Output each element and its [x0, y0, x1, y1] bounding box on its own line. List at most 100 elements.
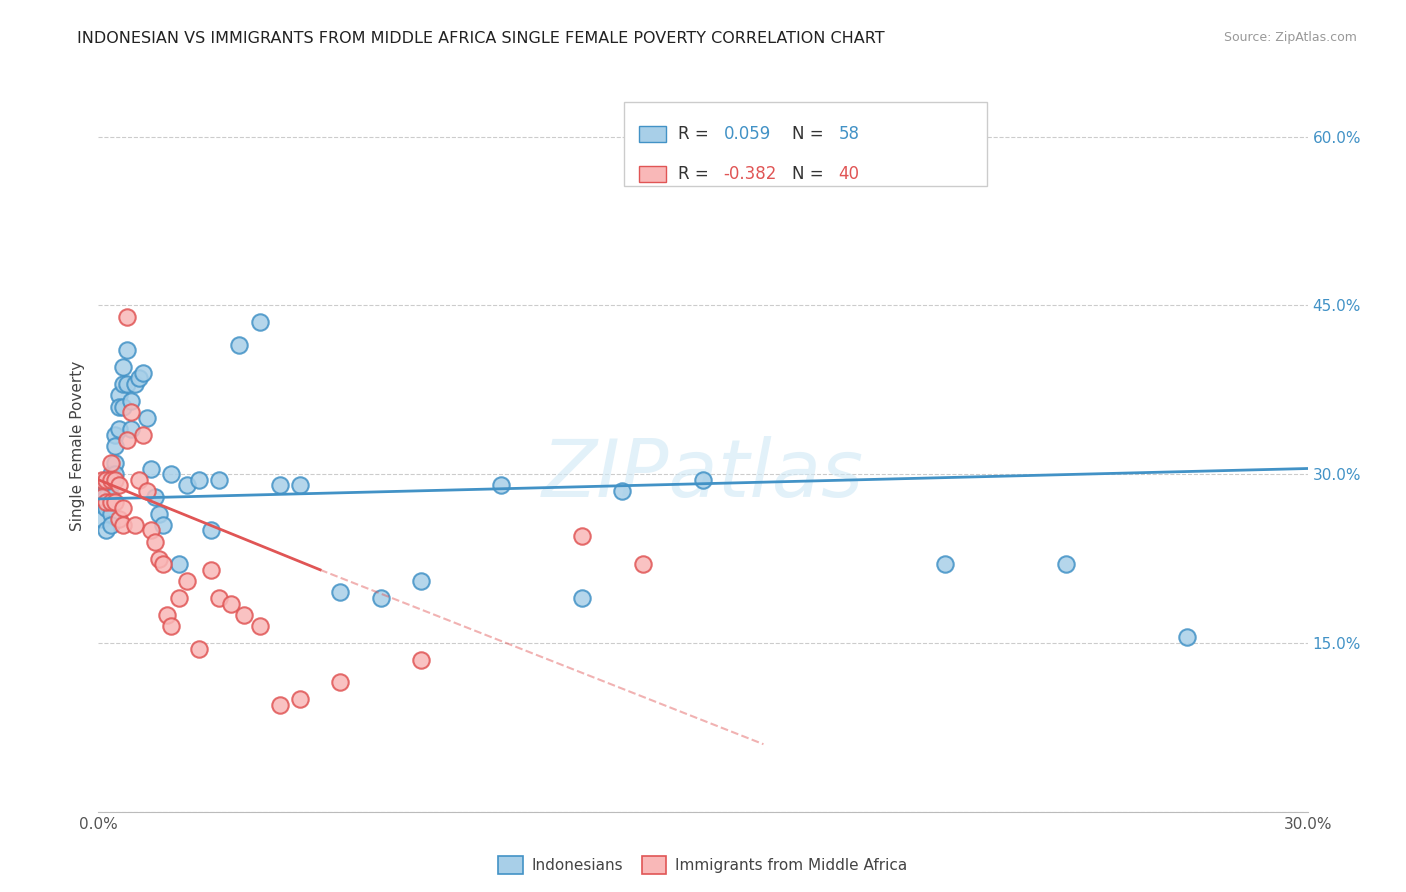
- Point: [208, 473, 231, 487]
- Point: [167, 591, 190, 605]
- Text: R =: R =: [678, 165, 714, 183]
- Point: [148, 551, 170, 566]
- Point: [120, 405, 142, 419]
- Point: [208, 591, 231, 605]
- Point: [111, 360, 134, 375]
- Point: [692, 473, 714, 487]
- Point: [96, 483, 118, 498]
- Point: [100, 473, 122, 487]
- Point: [232, 607, 254, 622]
- Point: [1054, 557, 1077, 571]
- Text: R =: R =: [678, 125, 714, 144]
- Point: [96, 490, 118, 504]
- Point: [249, 315, 271, 329]
- Point: [167, 557, 190, 571]
- Point: [100, 478, 122, 492]
- Point: [491, 478, 513, 492]
- Point: [221, 597, 243, 611]
- Point: [329, 585, 352, 599]
- Point: [813, 152, 835, 166]
- Point: [100, 517, 122, 532]
- Point: [132, 366, 155, 380]
- Point: [107, 512, 129, 526]
- Point: [115, 343, 138, 358]
- Point: [91, 478, 114, 492]
- Point: [120, 422, 142, 436]
- Point: [176, 478, 198, 492]
- Point: [103, 427, 125, 442]
- Point: [96, 473, 118, 487]
- Point: [103, 439, 125, 453]
- Point: [571, 529, 593, 543]
- Point: [107, 422, 129, 436]
- Point: [128, 473, 150, 487]
- Point: [91, 483, 114, 498]
- Point: [91, 490, 114, 504]
- Point: [107, 388, 129, 402]
- Point: [176, 574, 198, 588]
- Point: [188, 641, 211, 656]
- Point: [96, 473, 118, 487]
- Point: [100, 507, 122, 521]
- Point: [107, 400, 129, 414]
- Point: [571, 591, 593, 605]
- Point: [124, 377, 146, 392]
- Text: 40: 40: [838, 165, 859, 183]
- Point: [132, 427, 155, 442]
- Point: [115, 310, 138, 324]
- Point: [91, 473, 114, 487]
- Point: [329, 675, 352, 690]
- Point: [107, 478, 129, 492]
- Point: [139, 524, 162, 538]
- Point: [100, 467, 122, 482]
- Point: [103, 473, 125, 487]
- Point: [96, 500, 118, 515]
- Point: [612, 483, 634, 498]
- Point: [228, 337, 250, 351]
- Point: [111, 400, 134, 414]
- Point: [103, 467, 125, 482]
- Point: [249, 619, 271, 633]
- Text: 58: 58: [838, 125, 859, 144]
- Point: [100, 473, 122, 487]
- Point: [115, 377, 138, 392]
- Point: [139, 461, 162, 475]
- Point: [631, 557, 654, 571]
- Point: [152, 517, 174, 532]
- Legend: Indonesians, Immigrants from Middle Africa: Indonesians, Immigrants from Middle Afri…: [492, 850, 914, 880]
- Point: [100, 495, 122, 509]
- Point: [128, 371, 150, 385]
- Point: [160, 619, 183, 633]
- Point: [200, 524, 222, 538]
- Point: [148, 507, 170, 521]
- Point: [934, 557, 956, 571]
- Point: [1175, 630, 1198, 644]
- Point: [135, 410, 157, 425]
- Point: [156, 607, 179, 622]
- Text: N =: N =: [793, 125, 830, 144]
- Text: ZIPatlas: ZIPatlas: [541, 436, 865, 515]
- Point: [111, 500, 134, 515]
- Text: Source: ZipAtlas.com: Source: ZipAtlas.com: [1223, 31, 1357, 45]
- Point: [96, 495, 118, 509]
- FancyBboxPatch shape: [638, 126, 665, 142]
- Point: [188, 473, 211, 487]
- Text: 0.059: 0.059: [724, 125, 770, 144]
- FancyBboxPatch shape: [638, 166, 665, 182]
- Point: [96, 524, 118, 538]
- Point: [111, 377, 134, 392]
- Point: [409, 653, 432, 667]
- Point: [143, 534, 166, 549]
- Point: [115, 434, 138, 448]
- Point: [135, 483, 157, 498]
- Point: [160, 467, 183, 482]
- Point: [100, 490, 122, 504]
- Text: N =: N =: [793, 165, 830, 183]
- Point: [269, 478, 291, 492]
- Point: [91, 512, 114, 526]
- Point: [100, 456, 122, 470]
- Y-axis label: Single Female Poverty: Single Female Poverty: [69, 361, 84, 531]
- Point: [124, 517, 146, 532]
- Point: [288, 692, 311, 706]
- Point: [152, 557, 174, 571]
